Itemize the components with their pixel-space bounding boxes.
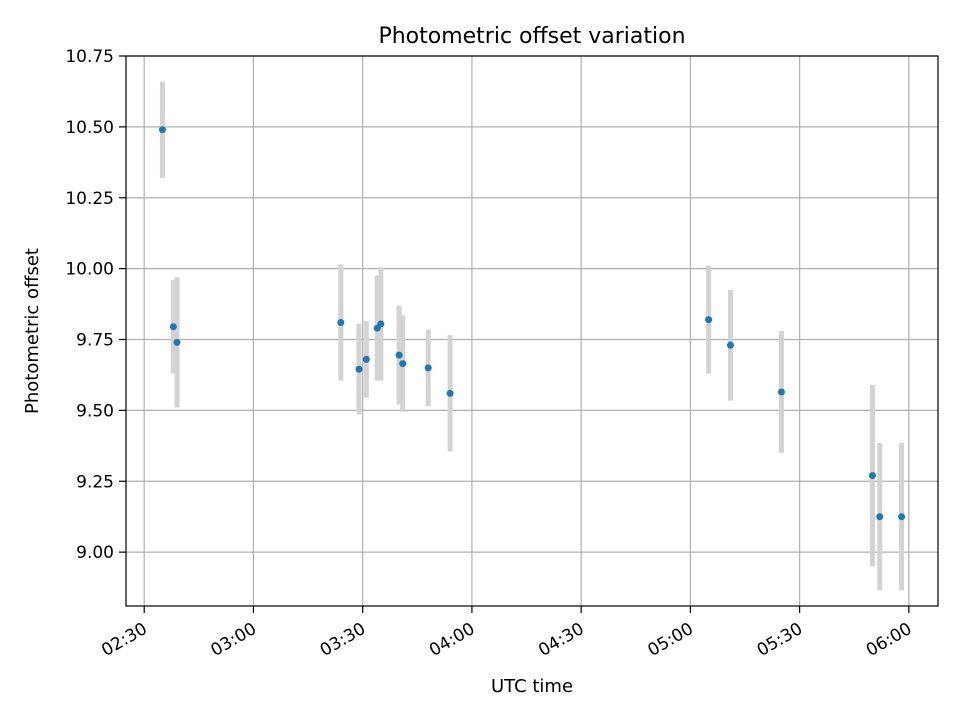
y-axis: 9.00 9.25 9.50 9.75 10.00 10.25 10.50 10.75 bbox=[65, 47, 126, 563]
data-point bbox=[362, 355, 370, 363]
data-point bbox=[446, 389, 454, 397]
plot-frame bbox=[125, 55, 939, 607]
y-axis-label: Photometric offset bbox=[22, 248, 43, 414]
x-axis-label: UTC time bbox=[491, 676, 573, 697]
data-points bbox=[158, 126, 906, 521]
data-point bbox=[355, 365, 363, 373]
y-tick-label: 9.50 bbox=[76, 401, 114, 421]
data-point bbox=[705, 316, 713, 324]
chart-title: Photometric offset variation bbox=[378, 24, 685, 49]
data-point bbox=[898, 513, 906, 521]
data-point bbox=[424, 364, 432, 372]
data-point bbox=[399, 360, 407, 368]
data-point bbox=[876, 513, 884, 521]
y-tick-label: 9.25 bbox=[76, 472, 114, 492]
data-point bbox=[868, 472, 876, 480]
data-point bbox=[377, 320, 385, 328]
y-tick-label: 9.00 bbox=[76, 543, 114, 563]
y-tick-label: 9.75 bbox=[76, 331, 114, 351]
data-point bbox=[395, 351, 403, 359]
data-point bbox=[777, 388, 785, 396]
y-tick-label: 10.50 bbox=[65, 118, 114, 138]
data-point bbox=[169, 323, 177, 331]
y-tick-label: 10.75 bbox=[65, 47, 114, 67]
y-tick-label: 10.25 bbox=[65, 189, 114, 209]
data-point bbox=[173, 338, 181, 346]
data-point bbox=[726, 341, 734, 349]
data-point bbox=[337, 318, 345, 326]
grid bbox=[126, 55, 938, 606]
data-point bbox=[158, 126, 166, 134]
y-tick-label: 10.00 bbox=[65, 260, 114, 280]
